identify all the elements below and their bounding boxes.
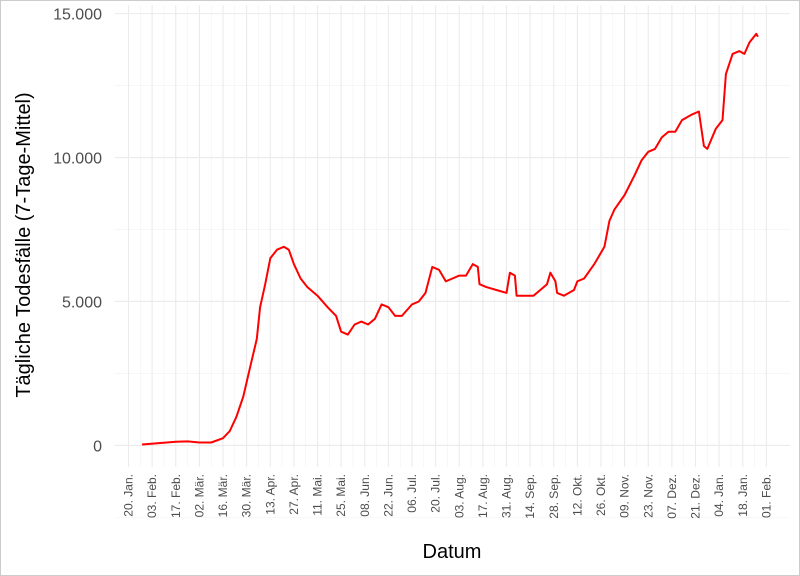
- x-axis-label: Datum: [423, 541, 482, 563]
- y-axis-label: Tägliche Todesfälle (7-Tage-Mittel): [13, 92, 35, 397]
- x-tick-label: 02. Mär.: [192, 474, 206, 517]
- x-tick-label: 16. Mär.: [216, 474, 230, 517]
- x-tick-label: 23. Nov.: [641, 474, 655, 518]
- y-tick-label: 10.000: [53, 151, 102, 168]
- x-tick-label: 07. Dez.: [665, 474, 679, 519]
- y-tick-label: 15.000: [53, 7, 102, 24]
- x-tick-label: 13. Apr.: [263, 474, 277, 515]
- x-tick-label: 14. Sep.: [523, 474, 537, 519]
- x-tick-label: 03. Feb.: [145, 474, 159, 518]
- x-tick-label: 03. Aug.: [452, 474, 466, 518]
- y-tick-label: 0: [93, 438, 102, 455]
- x-tick-label: 04. Jan.: [712, 474, 726, 517]
- x-tick-label: 18. Jan.: [736, 474, 750, 517]
- x-tick-label: 20. Jan.: [122, 474, 136, 517]
- x-tick-label: 27. Apr.: [287, 474, 301, 515]
- x-tick-label: 28. Sep.: [547, 474, 561, 519]
- x-tick-label: 26. Okt.: [594, 474, 608, 516]
- x-tick-label: 17. Aug.: [476, 474, 490, 518]
- x-tick-label: 12. Okt.: [570, 474, 584, 516]
- x-tick-label: 01. Feb.: [759, 474, 773, 518]
- x-tick-label: 31. Aug.: [500, 474, 514, 518]
- x-tick-label: 21. Dez.: [689, 474, 703, 519]
- x-tick-label: 22. Jun.: [381, 474, 395, 517]
- x-tick-label: 08. Jun.: [358, 474, 372, 517]
- x-tick-label: 17. Feb.: [169, 474, 183, 518]
- y-tick-label: 5.000: [62, 294, 102, 311]
- x-tick-label: 25. Mai.: [334, 474, 348, 517]
- x-tick-label: 30. Mär.: [240, 474, 254, 517]
- x-tick-label: 20. Jul.: [429, 474, 443, 513]
- x-tick-label: 09. Nov.: [618, 474, 632, 518]
- x-tick-label: 11. Mai.: [311, 474, 325, 516]
- x-tick-label: 06. Jul.: [405, 474, 419, 513]
- data-line: [141, 32, 759, 446]
